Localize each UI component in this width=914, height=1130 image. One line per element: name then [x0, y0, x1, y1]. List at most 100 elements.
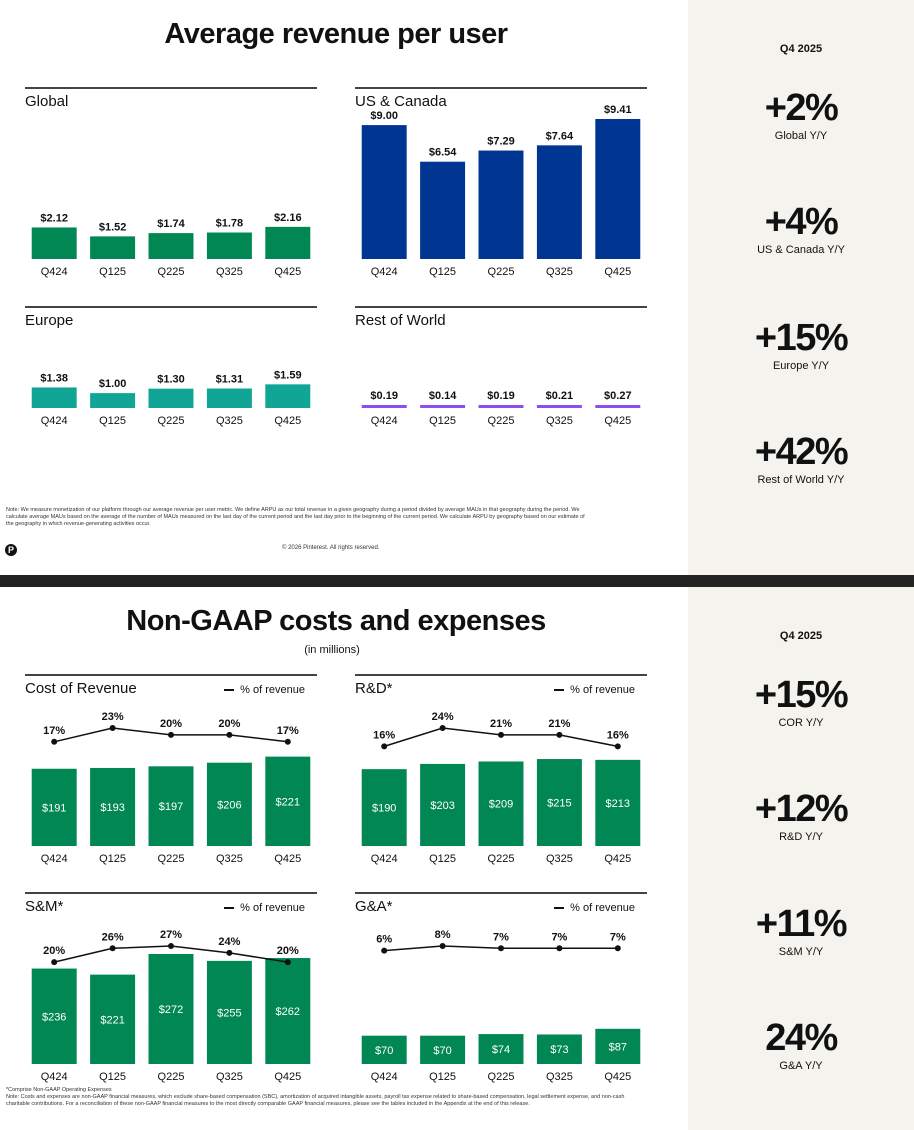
bar-value-label: $197: [159, 801, 183, 813]
kpi-period: Q4 2025: [779, 43, 823, 55]
bar-q225: [478, 150, 524, 259]
bar-value-label: $0.14: [429, 390, 457, 402]
x-axis-tick-label: Q225: [488, 266, 515, 278]
x-axis-tick-label: Q425: [604, 266, 631, 278]
pct-revenue-label: 7%: [551, 931, 567, 943]
panel-divider: [355, 306, 647, 308]
panel-s-and-m: S&M* % of revenue $236 Q424 $221 Q125 $272 Q2…: [25, 892, 317, 1092]
pct-revenue-point: [614, 945, 621, 952]
bar-value-label: $221: [100, 1014, 124, 1026]
pct-revenue-point: [439, 943, 446, 949]
kpi-value: +11%: [755, 903, 848, 945]
panel-title: G&A*: [355, 898, 393, 915]
bar-q225: [148, 388, 194, 408]
kpi-r-and-d: +12% R&D Y/Y: [688, 789, 914, 843]
x-axis-tick-label: Q424: [41, 266, 68, 278]
x-axis-tick-label: Q125: [99, 853, 126, 865]
bar-q425: [595, 405, 641, 408]
bar-value-label: $70: [375, 1045, 393, 1057]
kpi-value: +15%: [754, 317, 849, 359]
bar-value-label: $213: [606, 798, 630, 810]
bar-value-label: $1.78: [216, 218, 244, 230]
x-axis-tick-label: Q424: [371, 853, 398, 865]
x-axis-tick-label: Q425: [274, 415, 301, 427]
x-axis-tick-label: Q325: [216, 415, 243, 427]
legend-label: % of revenue: [240, 902, 305, 914]
bar-value-label: $1.00: [99, 378, 127, 390]
bar-q425: [265, 384, 311, 408]
pct-revenue-point: [109, 725, 116, 731]
bar-value-label: $87: [609, 1041, 627, 1053]
bar-q225: [478, 761, 524, 846]
slide-separator: [0, 575, 914, 587]
pct-revenue-point: [381, 947, 388, 954]
pct-revenue-point: [381, 743, 388, 750]
costs-note: Note: Costs and expenses are non-GAAP fi…: [6, 1094, 625, 1107]
bar-q225: [148, 766, 194, 846]
pct-revenue-label: 16%: [607, 729, 629, 741]
kpi-label: Europe Y/Y: [772, 360, 830, 372]
bar-q425: [265, 958, 311, 1064]
bar-value-label: $1.30: [157, 374, 185, 386]
legend-line-icon: [224, 906, 235, 910]
x-axis-tick-label: Q325: [546, 853, 573, 865]
bar-q425: [265, 756, 311, 846]
chart-s-and-m: $236 Q424 $221 Q125 $272 Q225 $255 Q325 $262 Q425…: [31, 929, 311, 1083]
copyright: © 2026 Pinterest. All rights reserved.: [282, 545, 380, 551]
kpi-value: +4%: [764, 201, 839, 243]
x-axis-tick-label: Q325: [546, 1071, 573, 1083]
legend: % of revenue: [224, 902, 305, 914]
pct-revenue-label: 7%: [493, 931, 509, 943]
bar-value-label: $1.74: [157, 218, 185, 230]
bar-value-label: $7.29: [487, 136, 515, 148]
pct-revenue-label: 8%: [435, 929, 451, 941]
x-axis-tick-label: Q125: [99, 266, 126, 278]
bar-q424: [361, 769, 407, 846]
pct-revenue-label: 7%: [610, 931, 626, 943]
bar-value-label: $2.16: [274, 212, 302, 224]
pct-revenue-point: [498, 731, 504, 738]
bar-value-label: $6.54: [429, 147, 457, 159]
x-axis-tick-label: Q225: [158, 266, 185, 278]
bar-q225: [478, 1034, 524, 1064]
x-axis-tick-label: Q225: [158, 1071, 185, 1083]
costs-main-area: Non-GAAP costs and expenses (in millions…: [0, 587, 688, 1130]
pct-revenue-point: [51, 959, 58, 966]
chart-us-canada: $9.00 Q424 $6.54 Q125 $7.29 Q225 $7.64 Q325 $9.4…: [361, 104, 641, 278]
kpi-label: R&D Y/Y: [779, 831, 823, 843]
kpi-value: +42%: [754, 431, 849, 473]
bar-value-label: $73: [550, 1044, 568, 1056]
pct-revenue-point: [556, 731, 563, 738]
bar-q225: [148, 233, 194, 259]
panel-rest-of-world: Rest of World $0.19 Q424 $0.14 Q125 $0.19 Q22…: [355, 306, 647, 436]
x-axis-tick-label: Q325: [216, 1071, 243, 1083]
pct-revenue-point: [51, 738, 58, 745]
chart-rest-of-world: $0.19 Q424 $0.14 Q125 $0.19 Q225 $0.21 Q325 $0.2…: [361, 390, 641, 427]
legend: % of revenue: [224, 684, 305, 696]
bar-q425: [265, 226, 311, 259]
kpi-global: +2% Global Y/Y: [688, 88, 914, 142]
panel-r-and-d: R&D* % of revenue $190 Q424 $203 Q125 $209 Q2…: [355, 674, 647, 874]
bar-value-label: $236: [42, 1011, 66, 1023]
bar-value-label: $221: [276, 796, 300, 808]
arpu-kpi-sidebar: Q4 2025 +2% Global Y/Y +4% US & Canada Y…: [688, 0, 914, 575]
bar-value-label: $203: [430, 800, 454, 812]
legend-line-icon: [554, 906, 565, 910]
kpi-g-and-a: 24% G&A Y/Y: [688, 1018, 914, 1072]
bar-q424: [31, 968, 77, 1064]
x-axis-tick-label: Q425: [274, 853, 301, 865]
kpi-label: Global Y/Y: [774, 130, 828, 142]
kpi-rest-of-world: +42% Rest of World Y/Y: [688, 432, 914, 486]
bar-value-label: $0.19: [487, 390, 515, 402]
x-axis-tick-label: Q225: [158, 415, 185, 427]
chart-global: $2.12 Q424 $1.52 Q125 $1.74 Q225 $1.78 Q325 $2.1…: [31, 212, 311, 278]
pct-revenue-label: 24%: [218, 936, 240, 948]
pct-revenue-label: 26%: [102, 931, 124, 943]
bar-value-label: $206: [217, 799, 241, 811]
bar-value-label: $9.00: [370, 110, 398, 122]
bar-value-label: $191: [42, 802, 66, 814]
bar-q125: [90, 393, 136, 408]
bar-q424: [361, 405, 407, 408]
x-axis-tick-label: Q424: [371, 1071, 398, 1083]
pct-revenue-label: 6%: [376, 934, 392, 946]
